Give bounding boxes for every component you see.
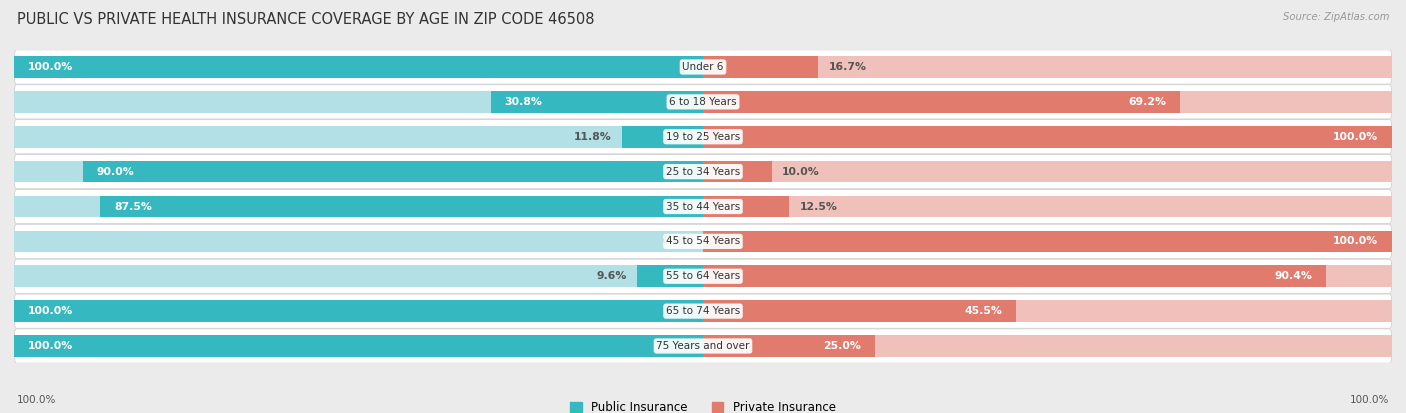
- FancyBboxPatch shape: [14, 329, 1392, 363]
- Text: 90.0%: 90.0%: [97, 166, 135, 177]
- Bar: [703, 56, 818, 78]
- Bar: [703, 335, 1392, 357]
- Text: 100.0%: 100.0%: [1333, 132, 1378, 142]
- Text: 9.6%: 9.6%: [596, 271, 627, 281]
- Bar: [14, 196, 703, 217]
- Text: PUBLIC VS PRIVATE HEALTH INSURANCE COVERAGE BY AGE IN ZIP CODE 46508: PUBLIC VS PRIVATE HEALTH INSURANCE COVER…: [17, 12, 595, 27]
- Bar: [14, 300, 703, 322]
- Text: 100.0%: 100.0%: [1350, 395, 1389, 405]
- Bar: [14, 56, 703, 78]
- Text: 55 to 64 Years: 55 to 64 Years: [666, 271, 740, 281]
- Text: 100.0%: 100.0%: [28, 62, 73, 72]
- Text: 25.0%: 25.0%: [824, 341, 862, 351]
- Bar: [703, 230, 1392, 252]
- Bar: [14, 56, 703, 78]
- Legend: Public Insurance, Private Insurance: Public Insurance, Private Insurance: [571, 401, 835, 413]
- Bar: [14, 126, 703, 147]
- Bar: [14, 300, 703, 322]
- Bar: [703, 91, 1392, 113]
- Text: 100.0%: 100.0%: [28, 341, 73, 351]
- Bar: [703, 335, 875, 357]
- Bar: [703, 196, 789, 217]
- Bar: [14, 230, 703, 252]
- Bar: [703, 56, 1392, 78]
- FancyBboxPatch shape: [14, 85, 1392, 119]
- Text: 100.0%: 100.0%: [17, 395, 56, 405]
- Text: 45.5%: 45.5%: [965, 306, 1002, 316]
- Bar: [621, 126, 703, 147]
- Text: 90.4%: 90.4%: [1274, 271, 1312, 281]
- FancyBboxPatch shape: [14, 190, 1392, 223]
- Bar: [14, 335, 703, 357]
- Text: Source: ZipAtlas.com: Source: ZipAtlas.com: [1282, 12, 1389, 22]
- Bar: [703, 91, 1180, 113]
- Text: 30.8%: 30.8%: [505, 97, 543, 107]
- Bar: [14, 91, 703, 113]
- Bar: [703, 126, 1392, 147]
- Text: 6 to 18 Years: 6 to 18 Years: [669, 97, 737, 107]
- Text: 16.7%: 16.7%: [828, 62, 866, 72]
- Bar: [703, 230, 1392, 252]
- Bar: [14, 266, 703, 287]
- Text: 65 to 74 Years: 65 to 74 Years: [666, 306, 740, 316]
- Bar: [100, 196, 703, 217]
- Bar: [637, 266, 703, 287]
- FancyBboxPatch shape: [14, 154, 1392, 189]
- Text: 87.5%: 87.5%: [114, 202, 152, 211]
- Bar: [491, 91, 703, 113]
- Text: 0.0%: 0.0%: [662, 236, 693, 247]
- Text: 100.0%: 100.0%: [1333, 236, 1378, 247]
- Text: 19 to 25 Years: 19 to 25 Years: [666, 132, 740, 142]
- Bar: [703, 266, 1326, 287]
- Text: 45 to 54 Years: 45 to 54 Years: [666, 236, 740, 247]
- FancyBboxPatch shape: [14, 259, 1392, 293]
- Text: 25 to 34 Years: 25 to 34 Years: [666, 166, 740, 177]
- FancyBboxPatch shape: [14, 224, 1392, 259]
- Text: 75 Years and over: 75 Years and over: [657, 341, 749, 351]
- FancyBboxPatch shape: [14, 120, 1392, 154]
- Bar: [703, 161, 772, 183]
- Bar: [703, 300, 1017, 322]
- Text: 12.5%: 12.5%: [800, 202, 838, 211]
- FancyBboxPatch shape: [14, 50, 1392, 84]
- Text: 69.2%: 69.2%: [1128, 97, 1166, 107]
- Text: 11.8%: 11.8%: [574, 132, 612, 142]
- Bar: [703, 266, 1392, 287]
- Text: 10.0%: 10.0%: [782, 166, 820, 177]
- Bar: [703, 300, 1392, 322]
- Bar: [703, 126, 1392, 147]
- Bar: [14, 335, 703, 357]
- Text: Under 6: Under 6: [682, 62, 724, 72]
- Bar: [703, 196, 1392, 217]
- Bar: [83, 161, 703, 183]
- Text: 100.0%: 100.0%: [28, 306, 73, 316]
- Text: 35 to 44 Years: 35 to 44 Years: [666, 202, 740, 211]
- Bar: [14, 161, 703, 183]
- Bar: [703, 161, 1392, 183]
- FancyBboxPatch shape: [14, 294, 1392, 328]
